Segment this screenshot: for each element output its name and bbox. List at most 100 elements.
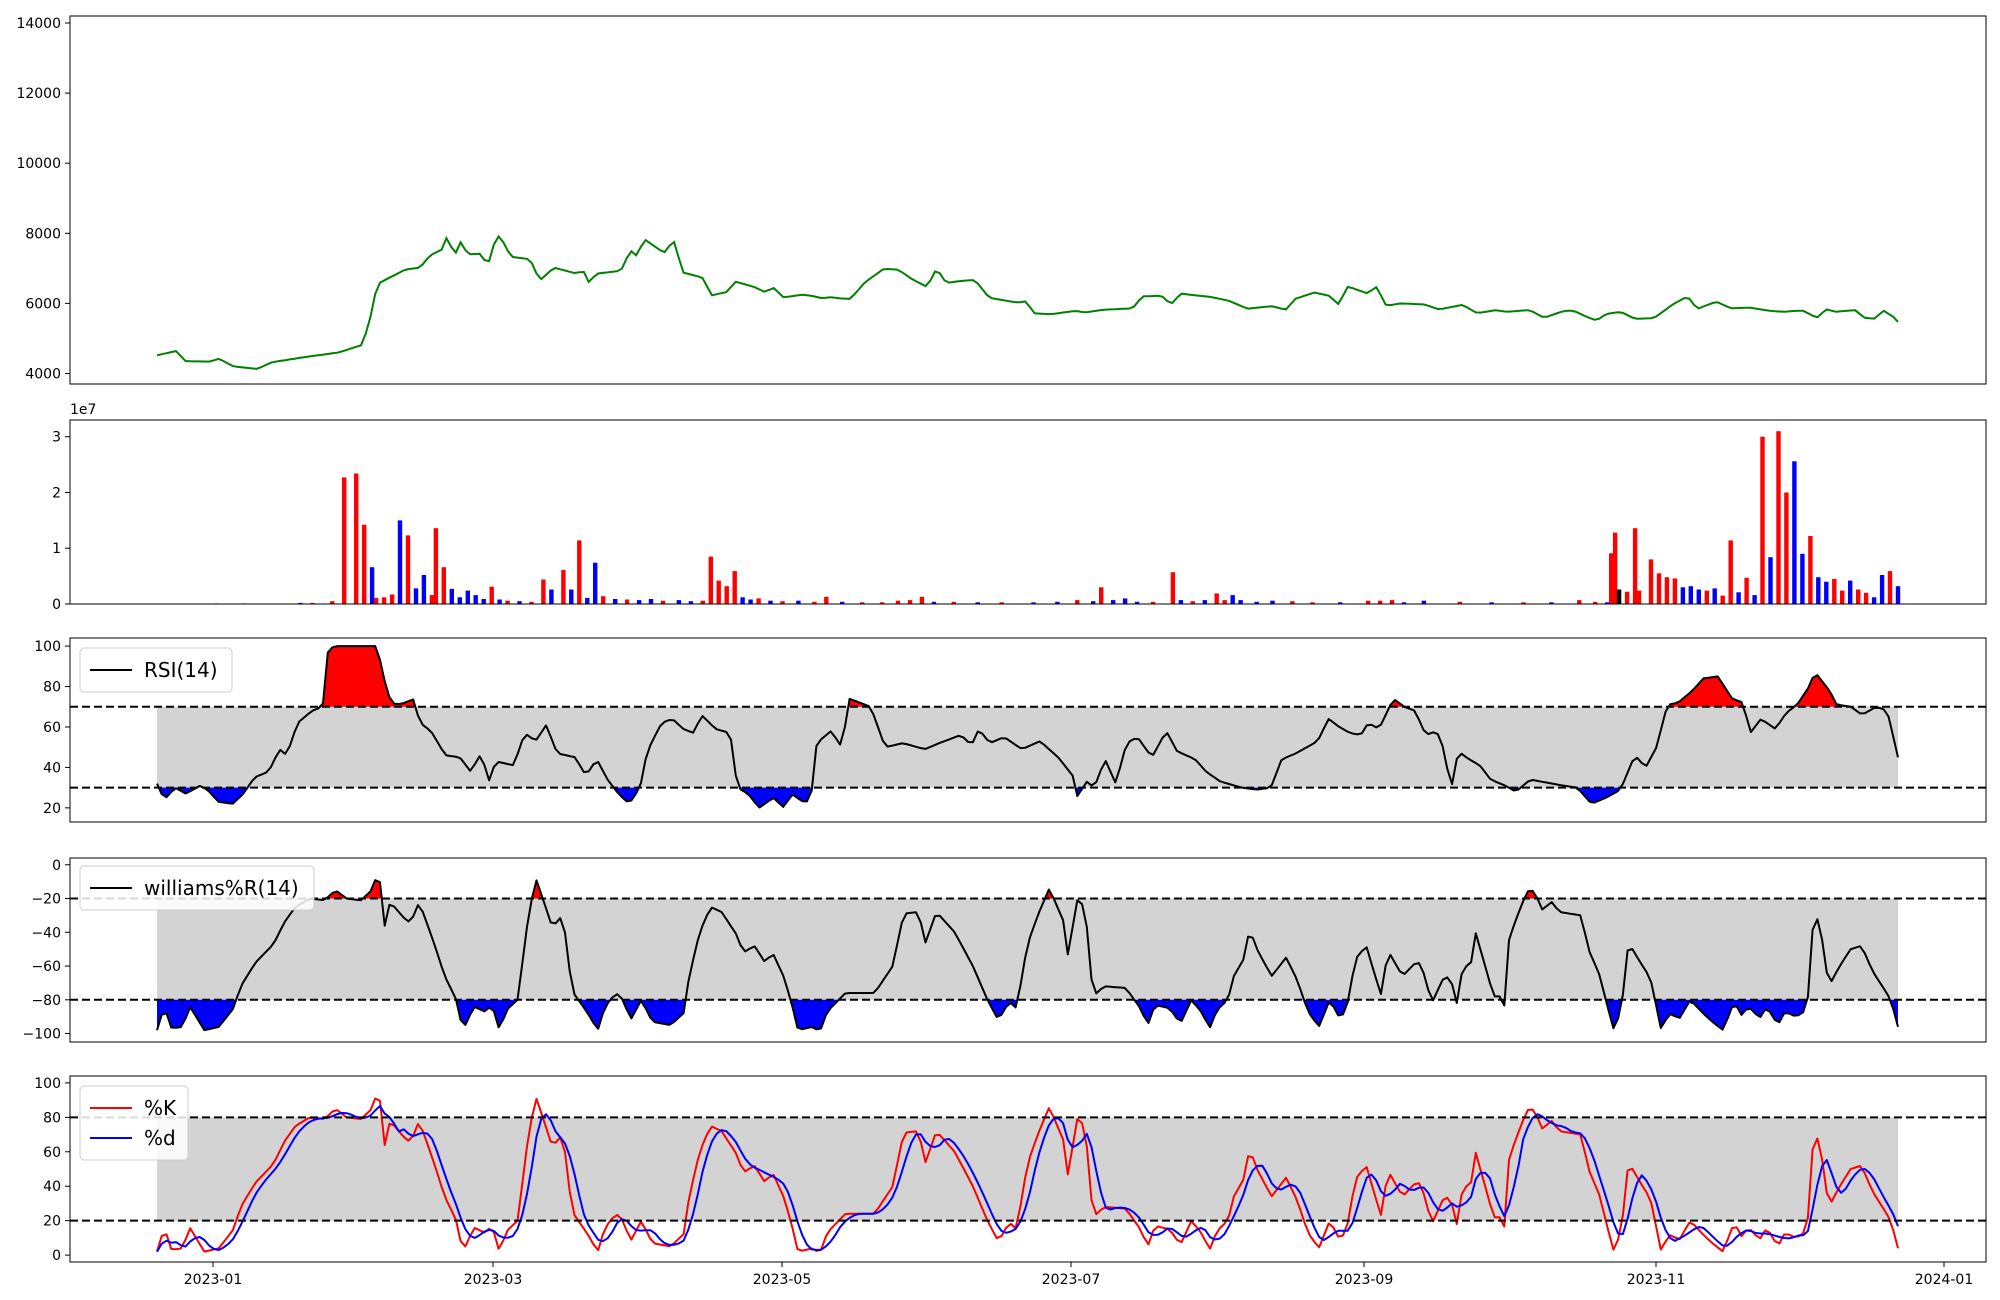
volume-bar [1728, 540, 1733, 604]
volume-bar [879, 602, 885, 604]
volume-bar [812, 601, 817, 604]
volume-bar [1856, 589, 1861, 604]
rsi-tick-label: 40 [43, 760, 61, 776]
volume-bar [1457, 601, 1462, 604]
stochastic-tick-label: 80 [43, 1110, 61, 1126]
price-tick-label: 4000 [25, 366, 61, 382]
volume-bar [601, 596, 606, 604]
volume-bar [1609, 553, 1614, 604]
volume-bar [429, 595, 435, 604]
rsi-legend-box [79, 647, 233, 693]
volume-bar [577, 540, 582, 604]
volume-bar [1091, 601, 1096, 604]
volume-bar [796, 600, 801, 604]
volume-bar [919, 596, 925, 604]
volume-bar [449, 588, 454, 604]
volume-bar [1605, 602, 1610, 604]
volume-bar [1134, 601, 1140, 604]
price-tick-label: 12000 [16, 86, 61, 102]
rsi-overbought-fill [1668, 676, 1743, 707]
williams-tick-label: −60 [31, 959, 61, 975]
volume-bar [1720, 595, 1725, 604]
volume-bar [676, 600, 682, 604]
rsi-oversold-fill [1575, 787, 1621, 803]
volume-bar [824, 596, 829, 604]
volume-bar [1616, 589, 1622, 604]
volume-tick-label: 2 [52, 485, 61, 501]
williams-tick-label: −40 [31, 925, 61, 941]
volume-bar [1648, 559, 1654, 604]
volume-bar [624, 599, 630, 604]
williams-frame [69, 857, 1987, 1043]
volume-bar [342, 477, 347, 604]
volume-bar [1290, 601, 1295, 604]
volume-bar [1310, 602, 1315, 604]
volume-bar [1776, 431, 1781, 604]
volume-bar [441, 567, 446, 604]
volume-bar [1879, 575, 1885, 604]
volume-panel: 1e7 0 1 2 3 [52, 402, 1987, 613]
volume-bar [389, 594, 395, 604]
volume-bar [517, 601, 522, 604]
volume-bar [840, 601, 845, 604]
volume-bar [381, 597, 387, 604]
volume-bar [1270, 600, 1275, 604]
volume-bar [748, 599, 753, 604]
volume-bar [397, 520, 403, 604]
williams-tick-label: 0 [52, 858, 61, 874]
volume-bar [1365, 600, 1371, 604]
williams-overbought-fill [325, 891, 347, 899]
stochastic-tick-label: 100 [34, 1076, 61, 1092]
price-tick-label: 14000 [16, 16, 61, 32]
volume-bar [373, 597, 379, 604]
volume-bar [756, 598, 761, 604]
volume-bar [529, 601, 534, 604]
stochastic-tick-label: 60 [43, 1145, 61, 1161]
volume-bar [413, 588, 419, 604]
williams-oversold-fill [157, 999, 237, 1031]
volume-multiplier-label: 1e7 [70, 402, 96, 418]
williams-oversold-fill [1134, 999, 1227, 1028]
volume-bar [1099, 587, 1104, 604]
volume-bar [1632, 528, 1638, 604]
volume-bar [505, 600, 510, 604]
rsi-frame [69, 637, 1987, 823]
volume-bar [1055, 601, 1060, 604]
rsi-tick-label: 80 [43, 680, 61, 696]
volume-tick-label: 3 [52, 430, 61, 446]
volume-bar [732, 571, 737, 604]
x-axis-tick-label: 2023-05 [753, 1272, 812, 1288]
volume-bar [421, 575, 427, 604]
stochastic-frame [69, 1075, 1987, 1263]
volume-bar [1636, 590, 1642, 604]
volume-bar [1170, 572, 1176, 604]
volume-bar [1577, 600, 1582, 604]
volume-bar [541, 579, 546, 604]
x-axis-tick-label: 2023-03 [464, 1272, 523, 1288]
volume-bar [951, 601, 956, 604]
volume-bar [1656, 573, 1662, 604]
volume-bar [457, 597, 462, 604]
volume-bar [1832, 578, 1837, 604]
volume-bar [585, 597, 590, 604]
rsi-rsi-line [156, 645, 1899, 809]
williams-oversold-fill [1303, 999, 1349, 1026]
rsi-tick-label: 20 [43, 801, 61, 817]
volume-bar [1816, 577, 1821, 604]
rsi-legend-label: RSI(14) [144, 658, 218, 682]
volume-bar [1784, 492, 1789, 604]
volume-bar [860, 602, 865, 604]
price-tick-label: 6000 [25, 296, 61, 312]
stochastic-panel: 0 20 40 60 80 100 %K %d [34, 1075, 1987, 1264]
volume-bar [1593, 601, 1598, 604]
price-line [156, 234, 1899, 370]
volume-bar [1808, 536, 1813, 604]
volume-bar [1401, 602, 1407, 604]
price-tick-label: 8000 [25, 226, 61, 242]
volume-bar [1672, 578, 1678, 604]
volume-bar [1222, 600, 1227, 604]
volume-bar [768, 600, 773, 604]
volume-bar [1895, 586, 1901, 604]
williams-legend-label: williams%R(14) [144, 876, 299, 900]
x-axis-tick-label: 2024-01 [1915, 1272, 1974, 1288]
